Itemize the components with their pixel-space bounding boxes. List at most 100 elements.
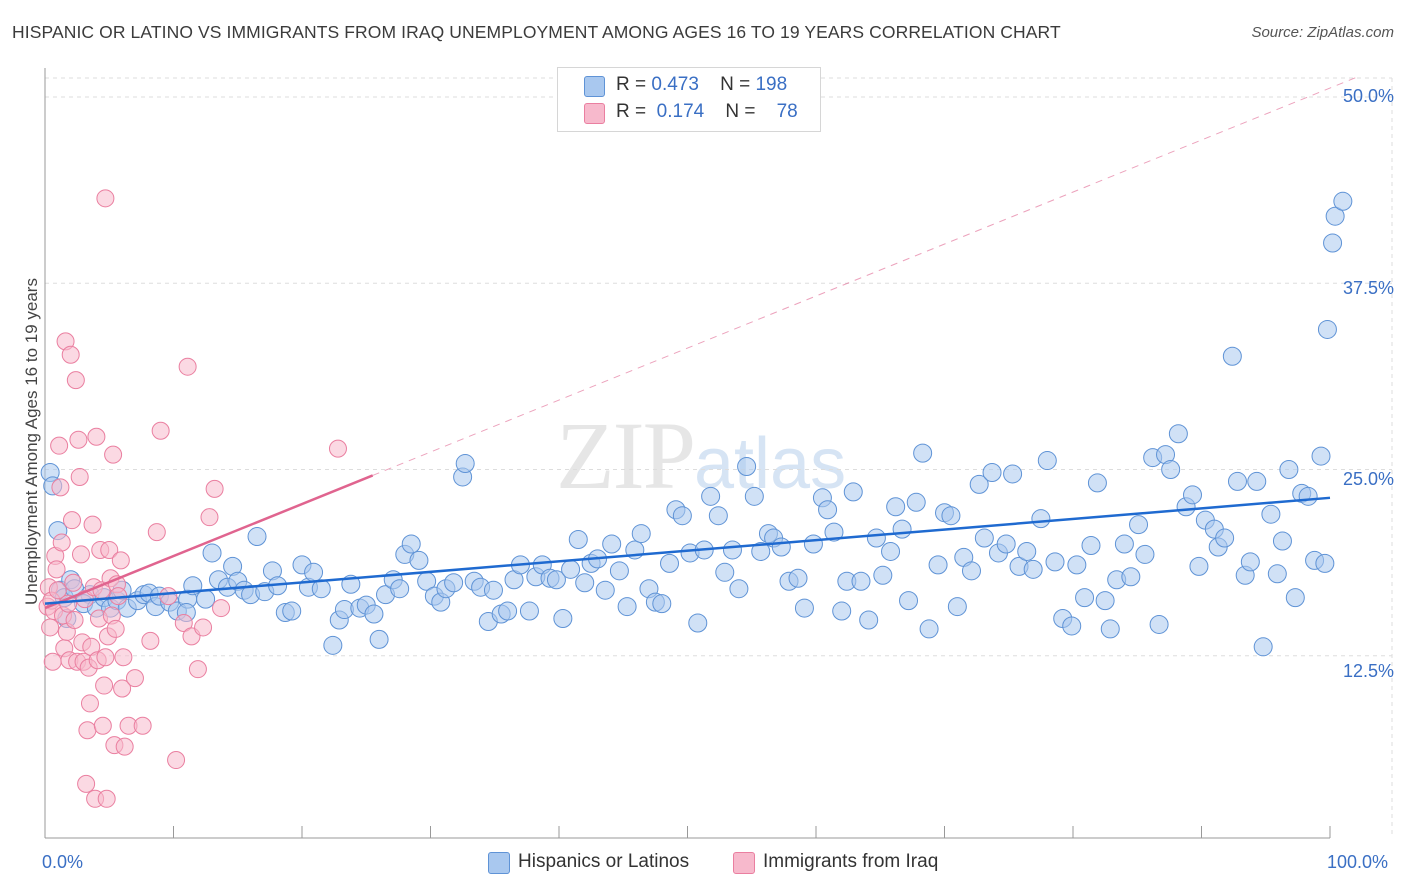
point-iraq — [51, 478, 70, 497]
point-hispanics — [323, 635, 343, 655]
point-hispanics — [202, 543, 222, 563]
point-iraq — [80, 694, 99, 713]
point-hispanics — [409, 550, 429, 570]
series-hispanics-points — [40, 191, 1353, 657]
point-iraq — [47, 560, 66, 579]
point-hispanics — [1240, 552, 1260, 572]
trend-iraq — [44, 474, 374, 610]
point-iraq — [328, 439, 347, 458]
point-hispanics — [1267, 564, 1287, 584]
point-hispanics — [1114, 534, 1134, 554]
point-hispanics — [1135, 544, 1155, 564]
point-hispanics — [1279, 460, 1299, 479]
legend-stats: R = 0.174 N = 78 — [616, 101, 798, 123]
point-hispanics — [247, 527, 267, 547]
bottom-legend-swatch-blue — [488, 852, 510, 874]
point-hispanics — [818, 500, 838, 520]
point-hispanics — [1037, 451, 1057, 471]
point-hispanics — [602, 534, 622, 554]
legend-n-value: 78 — [776, 101, 798, 122]
point-hispanics — [1023, 559, 1043, 579]
point-iraq — [96, 648, 115, 667]
point-iraq — [133, 716, 152, 735]
point-hispanics — [906, 492, 926, 512]
point-hispanics — [886, 497, 906, 517]
point-hispanics — [1129, 515, 1149, 535]
gridlines — [45, 77, 1393, 838]
point-hispanics — [722, 540, 742, 560]
point-hispanics — [1031, 509, 1051, 529]
legend-row-hispanics: R = 0.473 N = 198 — [558, 74, 820, 100]
point-iraq — [97, 789, 116, 808]
trend-iraq-extension — [372, 75, 1360, 476]
point-iraq — [114, 648, 133, 667]
y-tick-label: 12.5% — [1342, 661, 1394, 681]
axes — [44, 68, 1331, 839]
point-hispanics — [631, 524, 651, 544]
point-hispanics — [1062, 616, 1082, 636]
point-hispanics — [737, 457, 757, 477]
point-hispanics — [595, 580, 615, 600]
point-iraq — [178, 357, 197, 376]
legend-r-value: 0.473 — [651, 74, 699, 95]
point-hispanics — [652, 594, 672, 614]
point-hispanics — [1311, 446, 1331, 466]
point-iraq — [93, 716, 112, 735]
point-hispanics — [1149, 614, 1169, 634]
point-iraq — [188, 660, 207, 679]
point-iraq — [159, 587, 178, 606]
point-hispanics — [1227, 471, 1247, 491]
legend: R = 0.473 N = 198 R = 0.174 N = 78 — [557, 67, 821, 132]
y-tick-label: 37.5% — [1342, 278, 1394, 298]
point-hispanics — [803, 534, 823, 554]
chart-source: Source: ZipAtlas.com — [1251, 24, 1394, 41]
legend-r-value: 0.174 — [656, 101, 705, 122]
point-hispanics — [701, 486, 721, 506]
point-hispanics — [851, 571, 871, 591]
point-hispanics — [1045, 552, 1065, 572]
point-hispanics — [369, 629, 389, 649]
point-iraq — [212, 599, 231, 618]
trend-hispanics — [44, 496, 1331, 605]
bottom-legend-label: Hispanics or Latinos — [518, 851, 690, 872]
point-iraq — [111, 551, 130, 570]
point-hispanics — [561, 559, 581, 579]
chart-title: HISPANIC OR LATINO VS IMMIGRANTS FROM IR… — [12, 22, 1061, 42]
point-iraq — [71, 545, 90, 564]
point-iraq — [200, 508, 219, 527]
point-hispanics — [1183, 485, 1203, 505]
y-axis-label: Unemployment Among Ages 16 to 19 years — [22, 278, 41, 605]
point-hispanics — [881, 541, 901, 561]
legend-r-label: R = — [616, 74, 647, 95]
point-hispanics — [961, 561, 981, 581]
point-hispanics — [947, 597, 967, 617]
point-hispanics — [672, 506, 692, 526]
point-hispanics — [1161, 460, 1181, 479]
point-hispanics — [1168, 424, 1188, 444]
point-iraq — [147, 523, 166, 542]
point-hispanics — [873, 565, 893, 585]
legend-r-label: R = — [616, 101, 647, 122]
point-hispanics — [928, 555, 948, 575]
point-iraq — [205, 479, 224, 498]
point-iraq — [96, 189, 115, 208]
point-iraq — [69, 430, 88, 449]
point-hispanics — [913, 443, 933, 463]
trend-lines — [44, 75, 1360, 610]
point-iraq — [83, 515, 102, 534]
x-tick-label: 0.0% — [42, 852, 84, 872]
point-iraq — [52, 533, 71, 552]
point-hispanics — [1121, 567, 1141, 587]
point-iraq — [41, 618, 60, 637]
point-iraq — [125, 669, 144, 688]
point-hispanics — [1298, 486, 1318, 506]
point-hispanics — [1215, 528, 1235, 548]
point-hispanics — [744, 486, 764, 506]
point-hispanics — [996, 534, 1016, 554]
point-hispanics — [546, 570, 566, 590]
point-iraq — [62, 511, 81, 530]
point-hispanics — [771, 537, 791, 557]
point-iraq — [48, 581, 67, 600]
point-hispanics — [1075, 588, 1095, 608]
